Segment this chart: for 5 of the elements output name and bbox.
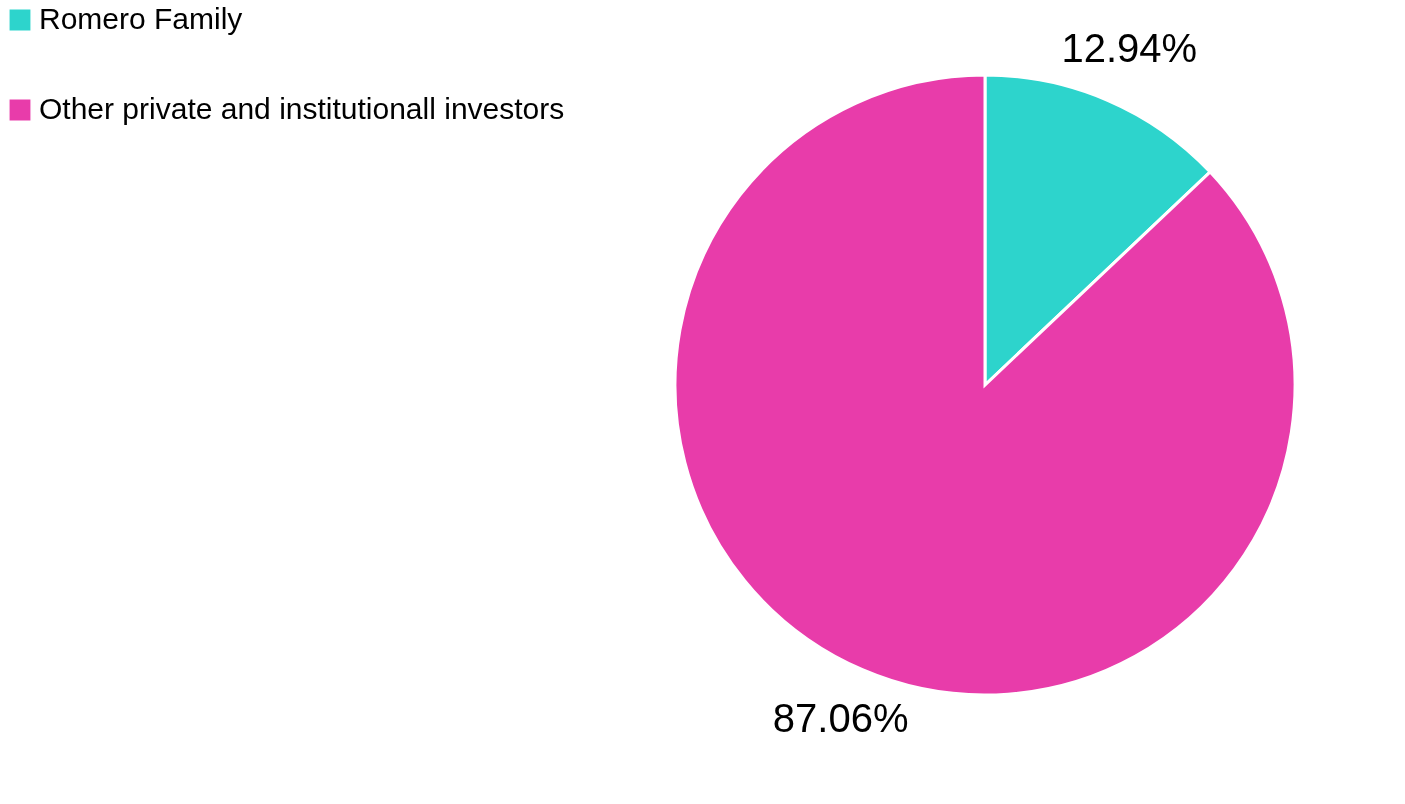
legend-label: Other private and institutionall investors: [39, 92, 565, 125]
pie-slice: [673, 73, 1297, 697]
legend-label: Romero Family: [39, 2, 243, 35]
data-label: 87.06%: [772, 696, 909, 741]
data-label: 12.94%: [1061, 25, 1198, 70]
